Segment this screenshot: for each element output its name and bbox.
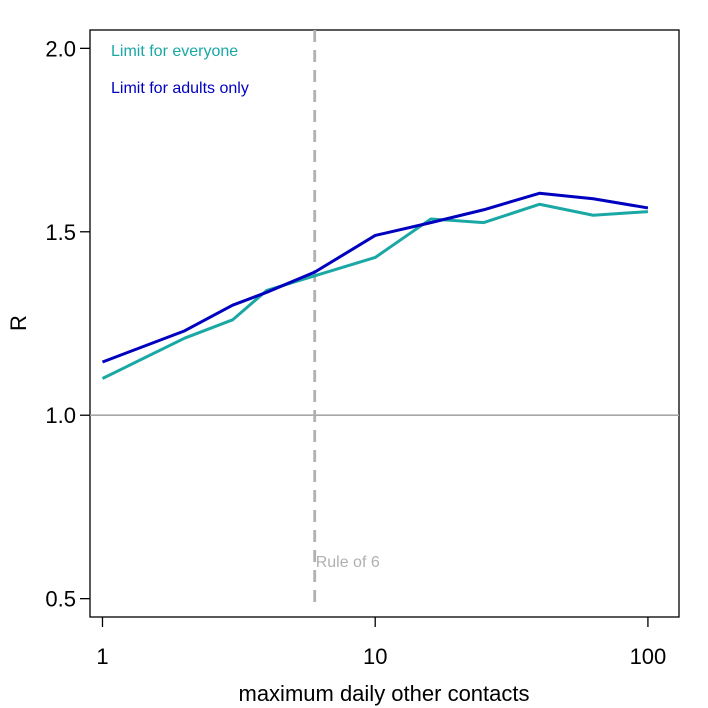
reference-line-label: Rule of 6: [316, 554, 380, 571]
legend-entry-2: Limit for adults only: [111, 80, 249, 97]
y-tick-label: 1.0: [45, 403, 76, 428]
y-tick-label: 0.5: [45, 587, 76, 612]
x-axis-title: maximum daily other contacts: [239, 681, 530, 706]
legend-entry-1: Limit for everyone: [111, 43, 238, 60]
y-tick-label: 2.0: [45, 36, 76, 61]
legend: Limit for everyone Limit for adults only: [111, 43, 249, 97]
plot-frame: [89, 29, 680, 618]
series-line-2: [101, 191, 649, 364]
x-tick-label: 100: [630, 644, 667, 669]
x-axis: 1 10 100: [96, 617, 666, 669]
reference-lines: Rule of 6: [90, 30, 679, 609]
y-axis-title: R: [6, 315, 31, 331]
x-tick-label: 1: [96, 644, 108, 669]
series-lines: [101, 191, 649, 380]
y-axis: 0.5 1.0 1.5 2.0: [45, 36, 90, 612]
y-tick-label: 1.5: [45, 220, 76, 245]
x-tick-label: 10: [363, 644, 387, 669]
series-line-1: [101, 202, 649, 380]
